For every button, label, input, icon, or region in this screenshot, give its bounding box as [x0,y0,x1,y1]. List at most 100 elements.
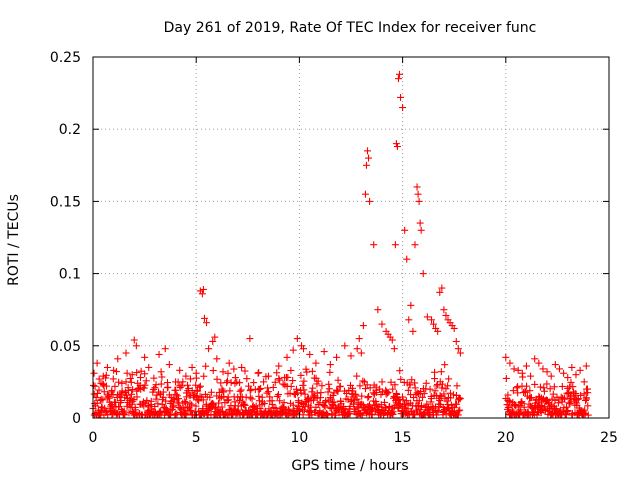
data-point-dense [396,367,404,375]
data-point-dense [339,404,347,412]
data-point [576,366,584,374]
data-point [182,372,190,380]
data-point [409,327,417,335]
tick-marks [92,56,610,419]
data-point [394,75,402,83]
data-point-dense [162,397,170,405]
data-point-dense [121,411,129,419]
data-point [518,369,526,377]
data-point [211,333,219,341]
y-tick-label: 0.2 [59,122,81,138]
data-point [110,366,118,374]
data-point-dense [417,402,425,410]
data-point-dense [295,398,303,406]
data-point-dense [325,397,333,405]
data-point-dense [444,382,452,390]
data-point-dense [279,380,287,388]
data-point [438,284,446,292]
data-point-dense [216,394,224,402]
data-point-dense [223,397,231,405]
data-point-dense [307,407,315,415]
data-point-dense [523,382,531,390]
data-point-dense [154,400,162,408]
data-point-dense [353,395,361,403]
data-point [155,350,163,358]
data-point-dense [387,378,395,386]
data-point-dense [450,391,458,399]
data-point-dense [314,377,322,385]
data-point-dense [188,401,196,409]
data-point [434,327,442,335]
x-tick-label: 0 [89,430,98,446]
data-point-dense [317,389,325,397]
data-point [347,352,355,360]
data-point [209,337,217,345]
data-point-dense [533,411,541,419]
data-point-dense [90,381,98,389]
data-point [401,226,409,234]
data-point-dense [115,378,123,386]
data-point-dense [364,394,372,402]
data-point [205,345,213,353]
data-point-dense [181,398,189,406]
data-point-dense [276,376,284,384]
data-point [397,93,405,101]
data-point-dense [584,389,592,397]
data-point-dense [178,382,186,390]
data-point-dense [102,382,110,390]
data-point-dense [439,411,447,419]
data-point [391,241,399,249]
data-point-dense [255,385,263,393]
data-point-dense [563,408,571,416]
y-tick-label: 0.05 [50,339,81,355]
data-point-dense [123,391,131,399]
data-point-dense [143,396,151,404]
data-point [522,362,530,370]
data-point-dense [434,407,442,415]
data-point-dense [219,388,227,396]
x-tick-label: 20 [497,430,515,446]
data-point [341,342,349,350]
data-point-dense [129,386,137,394]
data-point-dense [546,385,554,393]
data-point [364,147,372,155]
data-point-dense [301,390,309,398]
data-point-dense [433,411,441,419]
data-point-dense [240,400,248,408]
data-point-dense [215,399,223,407]
data-point-dense [531,380,539,388]
data-point-dense [276,397,284,405]
data-point-dense [388,409,396,417]
data-point-dense [176,384,184,392]
data-point [238,363,246,371]
data-point [136,374,144,382]
data-point-dense [431,387,439,395]
data-point-dense [563,389,571,397]
data-point-dense [260,400,268,408]
data-point-dense [514,389,522,397]
data-point-dense [153,391,161,399]
data-point-dense [124,387,132,395]
data-point-dense [269,383,277,391]
data-point-dense [117,390,125,398]
data-point-dense [260,378,268,386]
data-point-dense [442,385,450,393]
data-point-dense [289,401,297,409]
data-point-dense [172,390,180,398]
data-point [132,342,140,350]
data-point-dense [397,375,405,383]
data-point-dense [195,407,203,415]
data-point-dense [280,399,288,407]
plot-frame [92,56,610,419]
data-point-dense [170,401,178,409]
data-point-dense [195,397,203,405]
data-point-dense [200,372,208,380]
data-point-dense [453,382,461,390]
data-point-dense [455,407,463,415]
data-point-dense [310,393,318,401]
data-point [172,378,180,386]
data-point [283,353,291,361]
data-point-dense [455,394,463,402]
data-point-dense [207,388,215,396]
data-point [165,361,173,369]
